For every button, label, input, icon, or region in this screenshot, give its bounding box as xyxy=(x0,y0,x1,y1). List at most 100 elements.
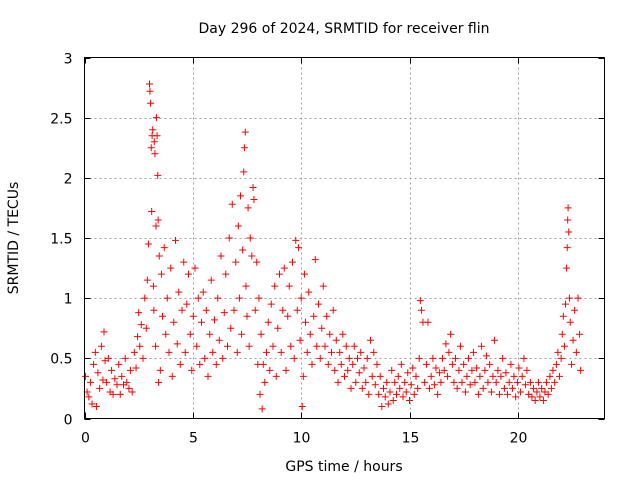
data-point xyxy=(486,360,494,368)
data-point xyxy=(409,364,417,372)
data-point xyxy=(396,384,404,392)
data-point xyxy=(143,276,151,284)
data-point xyxy=(267,300,275,308)
data-point xyxy=(130,348,138,356)
data-point xyxy=(421,378,429,386)
data-point xyxy=(345,354,353,362)
data-point xyxy=(529,384,537,392)
data-point xyxy=(310,312,318,320)
data-point xyxy=(471,378,479,386)
data-point xyxy=(510,372,518,380)
data-point xyxy=(245,342,253,350)
data-point xyxy=(391,378,399,386)
data-point xyxy=(566,318,574,326)
data-point xyxy=(118,372,126,380)
data-point xyxy=(542,378,550,386)
data-point xyxy=(280,264,288,272)
data-point xyxy=(194,294,202,302)
data-point xyxy=(178,306,186,314)
data-point xyxy=(432,364,440,372)
x-tick-label: 0 xyxy=(81,431,90,447)
data-point xyxy=(383,378,391,386)
data-point xyxy=(215,336,223,344)
data-point xyxy=(406,396,413,404)
data-point xyxy=(196,360,204,368)
data-point xyxy=(326,330,334,338)
data-point xyxy=(562,300,569,308)
data-point xyxy=(162,330,170,338)
data-point xyxy=(357,348,365,356)
data-point xyxy=(123,378,131,386)
data-point xyxy=(238,330,246,338)
data-point xyxy=(557,354,565,362)
data-point xyxy=(497,372,505,380)
data-point xyxy=(512,393,520,401)
data-point xyxy=(362,378,370,386)
data-point xyxy=(503,390,511,398)
data-point xyxy=(159,312,166,320)
data-point xyxy=(416,297,424,305)
data-point xyxy=(277,348,285,356)
data-point xyxy=(97,342,105,350)
data-point xyxy=(378,402,386,410)
data-point xyxy=(458,378,466,386)
data-point xyxy=(242,282,250,290)
data-point xyxy=(341,372,348,380)
data-point xyxy=(495,390,503,398)
data-point xyxy=(518,372,526,380)
data-point xyxy=(284,312,292,320)
data-point xyxy=(243,312,251,320)
data-point xyxy=(191,264,199,272)
tick-labels: 0 5 10 15 20 0 0.5 1 1.5 2 2.5 3 xyxy=(50,52,527,447)
data-point xyxy=(367,336,374,344)
data-point xyxy=(264,318,272,326)
data-point xyxy=(311,256,319,264)
data-point xyxy=(558,330,566,338)
data-point xyxy=(295,244,303,252)
data-point xyxy=(155,378,163,386)
data-point xyxy=(263,348,270,356)
data-point xyxy=(476,372,484,380)
data-point xyxy=(146,87,154,95)
data-point xyxy=(235,294,243,302)
data-point xyxy=(151,150,159,158)
data-point xyxy=(261,378,269,386)
data-point xyxy=(111,375,119,383)
data-point xyxy=(220,309,228,317)
data-point xyxy=(473,364,481,372)
data-point xyxy=(460,360,468,368)
data-point xyxy=(534,378,542,386)
data-point xyxy=(209,348,217,356)
data-point xyxy=(342,342,350,350)
data-point xyxy=(315,300,322,308)
data-point xyxy=(544,390,552,398)
data-point xyxy=(484,378,492,386)
data-point xyxy=(225,234,233,242)
data-point xyxy=(255,294,263,302)
data-point xyxy=(94,369,102,377)
data-point xyxy=(502,369,510,377)
data-point xyxy=(563,264,571,272)
data-point xyxy=(448,360,456,368)
x-tick-label: 5 xyxy=(189,431,198,447)
data-point xyxy=(202,306,210,314)
data-point xyxy=(204,372,212,380)
data-point xyxy=(154,216,162,224)
data-point xyxy=(536,393,544,401)
data-point xyxy=(185,270,192,278)
data-point xyxy=(142,324,150,332)
data-point xyxy=(91,348,99,356)
data-point xyxy=(266,366,274,374)
data-point xyxy=(85,393,93,401)
data-points xyxy=(82,80,585,413)
data-point xyxy=(163,294,171,302)
data-point xyxy=(290,354,298,362)
data-point xyxy=(299,372,307,380)
data-point xyxy=(269,342,277,350)
data-point xyxy=(234,222,242,230)
data-point xyxy=(380,384,387,392)
data-point xyxy=(412,372,420,380)
data-point xyxy=(316,354,324,362)
data-point xyxy=(499,354,507,362)
